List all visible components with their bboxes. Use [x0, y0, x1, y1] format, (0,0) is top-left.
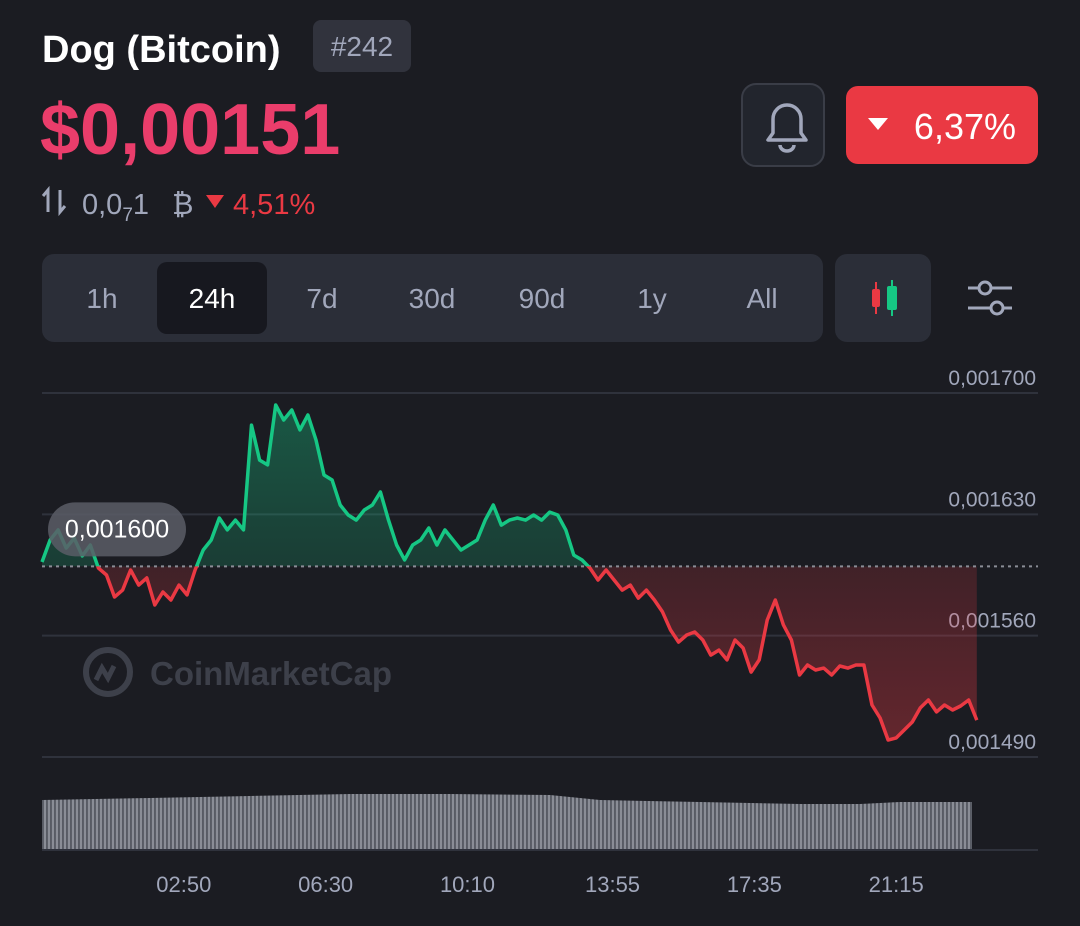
tab[interactable]: 30d — [409, 283, 456, 314]
x-tick-label: 02:50 — [156, 872, 211, 897]
slider-knob[interactable] — [989, 300, 1005, 316]
volume-bars — [42, 794, 972, 850]
tabs: 1h 24h 7d 30d 90d 1y All — [86, 262, 778, 334]
price-line-up — [40, 403, 591, 567]
watermark-logo — [83, 647, 133, 697]
candle-toggle-bg[interactable] — [835, 254, 931, 342]
btc-change: 4,51% — [233, 189, 315, 221]
candle-body[interactable] — [872, 289, 880, 307]
candle-toggle[interactable] — [835, 254, 931, 342]
price: $0,00151 — [40, 90, 340, 170]
down-triangle — [868, 118, 888, 130]
x-tick-label: 17:35 — [727, 872, 782, 897]
bell-icon[interactable] — [766, 103, 808, 153]
price-line-down — [95, 566, 979, 742]
baseline-label: 0,001600 — [65, 515, 169, 543]
alert-button[interactable] — [741, 83, 825, 167]
rank-badge — [313, 20, 411, 72]
btc-price: 0,071 — [82, 189, 149, 226]
change-badge — [846, 86, 1038, 164]
active-tab-bg[interactable] — [157, 262, 267, 334]
swap-icon — [41, 185, 67, 217]
x-axis: 02:50 06:30 10:10 13:55 17:35 21:15 — [156, 872, 923, 897]
y-tick-label: 0,001630 — [948, 488, 1036, 511]
x-tick-label: 21:15 — [869, 872, 924, 897]
baseline-bubble — [48, 502, 186, 557]
btc-price-digit: 1 — [133, 189, 149, 221]
alert-button-bg[interactable] — [741, 83, 825, 167]
btc-symbol: ₿ — [172, 189, 193, 221]
btc-price-zeros: 7 — [122, 205, 133, 226]
tab[interactable]: 7d — [306, 283, 337, 314]
x-tick-label: 13:55 — [585, 872, 640, 897]
btc-price-lead: 0,0 — [82, 189, 122, 221]
x-tick-label: 06:30 — [298, 872, 353, 897]
area-up — [42, 405, 977, 567]
watermark: CoinMarketCap — [150, 655, 392, 692]
watermark-logo-mark — [93, 662, 117, 684]
candle-body[interactable] — [887, 286, 897, 310]
tab[interactable]: All — [746, 283, 777, 314]
settings-button[interactable] — [968, 280, 1012, 316]
y-tick-label: 0,001700 — [948, 367, 1036, 390]
coin-title: Dog (Bitcoin) — [42, 29, 281, 71]
area-down — [97, 566, 977, 740]
change-24h: 6,37% — [914, 106, 1016, 147]
tab[interactable]: 1h — [86, 283, 117, 314]
tab[interactable]: 24h — [189, 283, 236, 314]
btc-down-triangle — [206, 195, 224, 208]
plot: 0,001600 — [40, 403, 1038, 742]
y-tick-label: 0,001490 — [948, 731, 1036, 754]
tab[interactable]: 1y — [637, 283, 667, 314]
slider-knob[interactable] — [977, 280, 993, 296]
rank-text: #242 — [331, 31, 393, 62]
x-tick-label: 10:10 — [440, 872, 495, 897]
tab[interactable]: 90d — [519, 283, 566, 314]
